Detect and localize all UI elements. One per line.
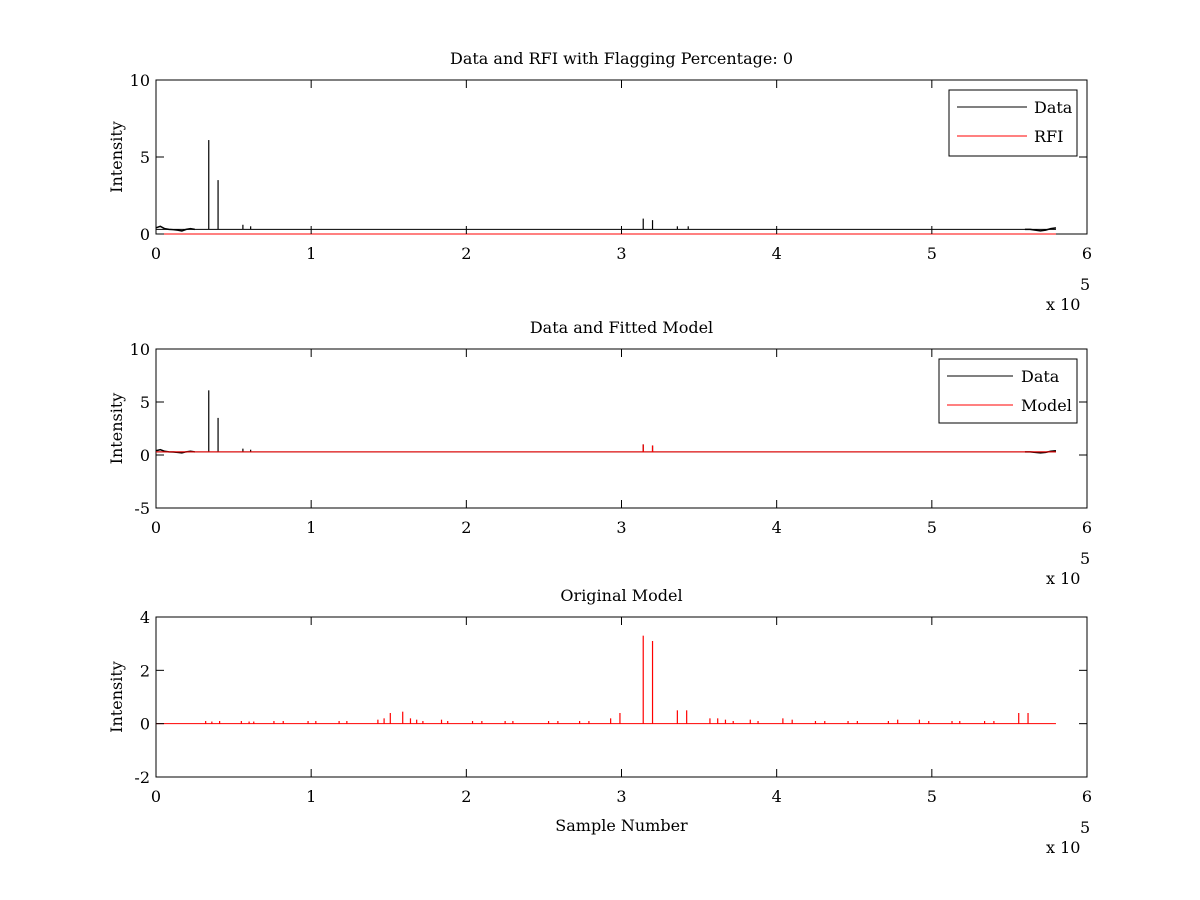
x-tick-label: 2	[461, 518, 471, 537]
y-axis-label: Intensity	[107, 121, 126, 193]
y-axis-label: Intensity	[107, 661, 126, 733]
x-tick-label: 0	[151, 518, 161, 537]
x-tick-label: 5	[927, 518, 937, 537]
series-data	[155, 140, 1057, 232]
x-tick-label: 4	[772, 787, 782, 806]
chart-title: Original Model	[560, 586, 682, 605]
x-tick-label: 4	[772, 244, 782, 263]
x-tick-label: 6	[1082, 787, 1092, 806]
y-tick-label: 10	[130, 71, 150, 90]
chart-panel-1: 0 1 2 3 4 5 6 0 5 10 Data and RFI with Flagging Pe…	[107, 49, 1092, 314]
y-tick-label: -5	[134, 499, 150, 518]
y-tick-label: 4	[140, 608, 150, 627]
legend-box	[948, 89, 1078, 157]
series-model	[156, 635, 1056, 725]
legend-entry: RFI	[1034, 127, 1063, 146]
x-multiplier: x 10	[1046, 569, 1080, 588]
chart-title: Data and Fitted Model	[530, 318, 713, 337]
x-axis-label: Sample Number	[555, 816, 688, 835]
plot-area	[155, 616, 1088, 778]
legend-box	[938, 358, 1078, 424]
x-tick-label: 3	[616, 518, 626, 537]
y-tick-label: 2	[140, 661, 150, 680]
plot-area	[155, 348, 1088, 509]
legend-entry: Data	[1034, 98, 1073, 117]
x-exponent: 5	[1080, 549, 1090, 568]
x-tick-label: 1	[306, 244, 316, 263]
x-tick-label: 6	[1082, 518, 1092, 537]
x-tick-label: 3	[616, 244, 626, 263]
x-tick-label: 1	[306, 787, 316, 806]
plot-area	[155, 79, 1088, 235]
y-tick-label: 5	[140, 148, 150, 167]
x-tick-label: 5	[927, 787, 937, 806]
y-tick-label: 5	[140, 393, 150, 412]
y-tick-label: 10	[130, 340, 150, 359]
y-tick-label: 0	[140, 446, 150, 465]
x-exponent: 5	[1080, 275, 1090, 294]
legend: Data Model	[938, 358, 1078, 424]
legend: Data RFI	[948, 89, 1078, 157]
x-tick-label: 6	[1082, 244, 1092, 263]
x-tick-label: 2	[461, 787, 471, 806]
series-hump-start	[155, 225, 195, 232]
x-exponent: 5	[1080, 818, 1090, 837]
legend-entry: Data	[1021, 367, 1060, 386]
series-model	[156, 444, 1056, 453]
x-tick-label: 0	[151, 244, 161, 263]
x-multiplier: x 10	[1046, 295, 1080, 314]
x-tick-label: 4	[772, 518, 782, 537]
y-tick-label: 0	[140, 715, 150, 734]
x-multiplier: x 10	[1046, 838, 1080, 857]
x-tick-label: 3	[616, 787, 626, 806]
legend-entry: Model	[1021, 396, 1072, 415]
x-tick-label: 1	[306, 518, 316, 537]
x-tick-label: 5	[927, 244, 937, 263]
y-tick-label: 0	[140, 225, 150, 244]
series-hump-end	[1024, 227, 1057, 232]
x-tick-label: 0	[151, 787, 161, 806]
chart-title: Data and RFI with Flagging Percentage: 0	[450, 49, 793, 68]
x-tick-label: 2	[461, 244, 471, 263]
y-axis-label: Intensity	[107, 393, 126, 465]
y-tick-label: -2	[134, 768, 150, 787]
